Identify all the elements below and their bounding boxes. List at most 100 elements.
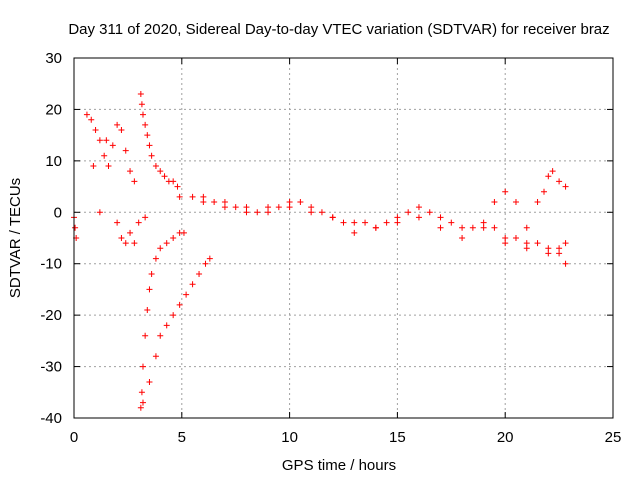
data-point (221, 199, 228, 205)
data-point (308, 209, 315, 216)
data-point (114, 219, 121, 226)
data-point (286, 199, 293, 205)
data-point (562, 183, 569, 190)
data-point (545, 173, 552, 180)
data-point (96, 209, 103, 216)
data-point (426, 209, 433, 216)
data-point (394, 219, 401, 226)
data-point (144, 132, 151, 139)
data-point (545, 250, 552, 257)
data-point (139, 399, 146, 406)
axis-ticks (73, 57, 614, 419)
data-point (556, 250, 563, 257)
plot-frame (73, 57, 614, 419)
tick-labels: 0 5 10 15 20 25 -40 -30 -20 -10 0 10 20 30 (40, 50, 621, 446)
x-axis-label: GPS time / hours (282, 457, 396, 474)
data-point (196, 271, 203, 277)
data-point (502, 240, 509, 247)
data-point (362, 219, 369, 226)
y-tick-label: -40 (40, 410, 62, 427)
data-point (142, 121, 149, 128)
data-point (534, 240, 541, 247)
data-point (118, 235, 125, 241)
x-tick-label: 15 (389, 429, 406, 446)
data-point (157, 168, 164, 175)
series-midday-main-band (176, 193, 569, 252)
data-point (243, 204, 250, 211)
data-point (105, 163, 112, 169)
data-point (200, 193, 207, 200)
data-point (265, 204, 272, 211)
chart-title: Day 311 of 2020, Sidereal Day-to-day VTE… (68, 21, 609, 38)
data-point (114, 121, 121, 128)
data-point (211, 199, 218, 205)
data-point (109, 142, 116, 149)
data-point (221, 204, 228, 211)
data-point (383, 219, 390, 226)
data-point (286, 204, 293, 211)
data-point (189, 193, 196, 200)
data-point (206, 255, 213, 262)
data-point (137, 404, 144, 411)
data-point (152, 163, 159, 169)
data-point (152, 255, 159, 262)
data-point (170, 178, 177, 185)
data-point (189, 281, 196, 288)
data-point (512, 199, 519, 205)
data-point (122, 240, 129, 247)
data-point (372, 224, 379, 231)
data-point (161, 173, 168, 180)
data-point (135, 219, 142, 226)
data-point (92, 127, 99, 133)
data-point (534, 199, 541, 205)
data-point (180, 229, 187, 236)
data-point (523, 224, 530, 231)
data-point (122, 147, 129, 154)
series-steep-recovery-a (137, 229, 187, 411)
data-point (148, 271, 155, 277)
data-point (491, 199, 498, 205)
data-point (340, 219, 347, 226)
data-point (512, 235, 519, 241)
data-point (138, 101, 145, 108)
data-point (549, 168, 556, 175)
data-point (202, 260, 209, 267)
y-tick-label: -10 (40, 256, 62, 273)
data-point (163, 322, 170, 329)
data-point (523, 240, 530, 247)
data-point (437, 224, 444, 231)
series-early-pre-dawn-arcs (83, 111, 138, 185)
data-point (146, 142, 153, 149)
data-point (275, 204, 282, 211)
data-point (88, 116, 95, 123)
data-point (142, 214, 149, 221)
data-point (415, 214, 422, 221)
data-point (523, 245, 530, 252)
data-point (139, 363, 146, 370)
y-tick-label: 20 (45, 101, 62, 118)
data-point (176, 193, 183, 200)
data-point (562, 260, 569, 267)
data-point (96, 137, 103, 144)
x-tick-label: 10 (281, 429, 298, 446)
data-point (183, 291, 190, 298)
x-tick-label: 20 (497, 429, 514, 446)
x-tick-label: 25 (605, 429, 622, 446)
series-evening-upper-branch (491, 168, 569, 231)
data-point (469, 224, 476, 231)
data-point (170, 312, 177, 319)
y-tick-label: 10 (45, 153, 62, 170)
data-point (480, 224, 487, 231)
data-point (170, 235, 177, 241)
x-tick-label: 0 (70, 429, 78, 446)
data-point (127, 168, 134, 175)
data-point (243, 209, 250, 216)
y-axis-label: SDTVAR / TECUs (7, 178, 24, 298)
series-pre-dawn-lower-scatter (71, 137, 149, 247)
data-point (142, 332, 149, 339)
data-point (200, 199, 207, 205)
data-point (254, 209, 261, 216)
data-point (448, 219, 455, 226)
